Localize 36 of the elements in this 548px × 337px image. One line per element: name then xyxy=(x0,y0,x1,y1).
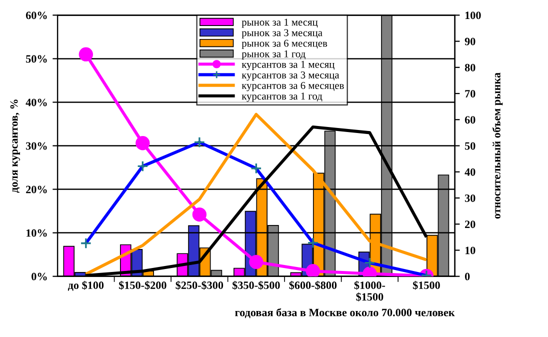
y2-tick-label: 40 xyxy=(464,168,476,176)
y2-tick-label: 50 xyxy=(465,142,476,150)
y2-axis-title: относительный объем рынка xyxy=(492,72,503,219)
y-tick-label: 20% xyxy=(26,186,47,194)
x-tick-label: $250-$300 xyxy=(176,280,224,290)
x-tick-label: $1500 xyxy=(412,280,440,290)
legend-label: курсантов за 6 месяцев xyxy=(242,82,344,92)
x-tick-label: до $100 xyxy=(68,280,104,291)
y2-tick-label: 70 xyxy=(465,90,476,98)
legend-label: рынок за 6 месяцев xyxy=(242,40,328,49)
x-tick-label: $1000- $1500 xyxy=(354,280,386,302)
y2-tick-label: 60 xyxy=(464,116,476,124)
y-tick-label: 40% xyxy=(26,98,47,106)
y2-tick-label: 80 xyxy=(464,64,476,72)
legend-label: курсантов за 3 месяца xyxy=(242,71,340,81)
y-tick-label: 0% xyxy=(32,272,47,280)
y-axis-title: доля курсантов, % xyxy=(10,100,20,193)
y2-tick-label: 30 xyxy=(464,194,476,202)
legend-label: рынок за 1 год xyxy=(242,50,306,60)
y-tick-label: 50% xyxy=(26,55,47,63)
y2-tick-label: 0 xyxy=(464,272,470,280)
y2-tick-label: 100 xyxy=(465,12,481,20)
y-tick-label: 60% xyxy=(26,12,47,20)
y-tick-label: 10% xyxy=(26,229,47,237)
y2-tick-label: 90 xyxy=(464,38,476,46)
x-tick-label: $600-$800 xyxy=(289,280,337,290)
legend-label: рынок за 3 месяца xyxy=(242,29,322,38)
x-tick-label: $150-$200 xyxy=(119,280,166,290)
legend-label: курсантов за 1 год xyxy=(242,92,322,102)
y-tick-label: 30% xyxy=(26,142,47,150)
legend-label: курсантов за 1 месяц xyxy=(242,60,334,70)
x-axis-title: годовая база в Москве около 70.000 человек xyxy=(235,308,455,318)
y2-tick-label: 10 xyxy=(465,246,476,254)
y2-tick-label: 20 xyxy=(465,220,476,228)
legend-label: рынок за 1 месяц xyxy=(242,18,318,28)
x-tick-label: $350-$500 xyxy=(232,280,280,290)
